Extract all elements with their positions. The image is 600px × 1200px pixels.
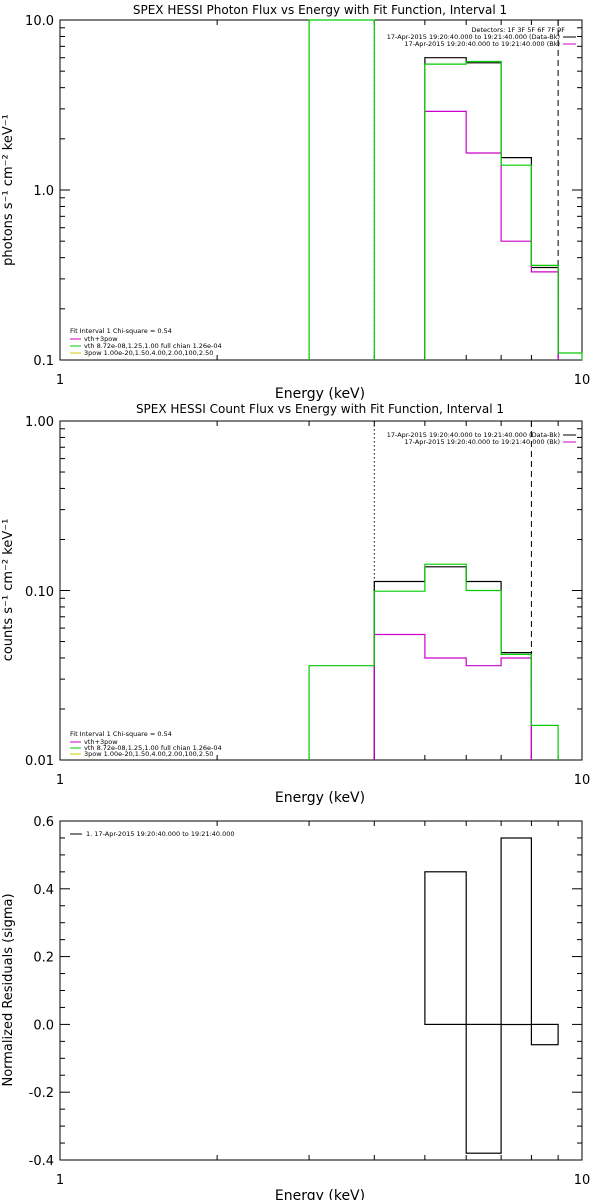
residuals-series: [424, 837, 559, 1154]
residuals-ylabel: Normalized Residuals (sigma): [1, 893, 16, 1086]
residuals-axes: [59, 820, 583, 1161]
residuals-ytick-labels: 0.6 0.4 0.2 0.0 -0.2 -0.4: [29, 815, 54, 1169]
photon-flux-ytick-1: 1.0: [33, 184, 54, 199]
count-flux-series-line: [373, 633, 532, 760]
residuals-xlabel: Energy (keV): [275, 1188, 365, 1200]
count-flux-xlabel: Energy (keV): [275, 790, 365, 806]
residuals-ytick-label: 0.0: [33, 1018, 54, 1033]
photon-flux-panel: SPEX HESSI Photon Flux vs Energy with Fi…: [1, 3, 590, 402]
photon-flux-fit-vth3pow: vth+3pow: [84, 335, 118, 343]
residuals-xtick-10: 10: [574, 1173, 591, 1188]
photon-flux-ytick-10: 10.0: [25, 14, 54, 29]
photon-flux-series-line: [424, 110, 559, 360]
count-flux-fit-3pow: 3pow 1.00e-20,1.50,4.00,2.00,100,2.50: [84, 750, 213, 758]
photon-flux-fit-info: Fit Interval 1 Chi-square = 0.54: [70, 327, 172, 335]
count-flux-ytick-1: 1.00: [25, 415, 54, 430]
residuals-legend-interval: 1. 17-Apr-2015 19:20:40.000 to 19:21:40.…: [86, 830, 235, 838]
count-flux-ytick-0.1: 0.10: [25, 585, 54, 600]
count-flux-axes: [59, 420, 583, 761]
count-flux-xtick-10: 10: [574, 773, 591, 788]
count-flux-ylabel: counts s⁻¹ cm⁻² keV⁻¹: [1, 519, 16, 662]
residuals-ytick-label: 0.4: [33, 883, 54, 898]
count-flux-xtick-1: 1: [56, 773, 64, 788]
residuals-residual-bar: [465, 1023, 502, 1154]
photon-flux-legend-data-bk: 17-Apr-2015 19:20:40.000 to 19:21:40.000…: [387, 33, 560, 41]
residuals-panel: Energy (keV) Normalized Residuals (sigma…: [1, 815, 590, 1200]
photon-flux-series: [308, 19, 583, 360]
photon-flux-fit-3pow: 3pow 1.00e-20,1.50,4.00,2.00,100,2.50: [84, 349, 213, 357]
photon-flux-legend-detectors: Detectors: 1F 3F 5F 6F 7F 9F: [471, 26, 565, 34]
residuals-ytick-label: -0.2: [29, 1086, 54, 1101]
count-flux-panel: SPEX HESSI Count Flux vs Energy with Fit…: [1, 402, 590, 806]
photon-flux-ytick-0.1: 0.1: [33, 354, 54, 369]
photon-flux-series-line: [308, 19, 583, 360]
count-flux-fit-vth3pow: vth+3pow: [84, 738, 118, 746]
count-flux-series-line: [308, 563, 559, 760]
photon-flux-ylabel: photons s⁻¹ cm⁻² keV⁻¹: [1, 114, 16, 266]
photon-flux-xtick-1: 1: [56, 373, 64, 388]
count-flux-title: SPEX HESSI Count Flux vs Energy with Fit…: [136, 402, 504, 416]
residuals-residual-bar: [500, 837, 533, 1026]
residuals-xtick-1: 1: [56, 1173, 64, 1188]
residuals-ytick-label: 0.2: [33, 951, 54, 966]
count-flux-legend-bk: 17-Apr-2015 19:20:40.000 to 19:21:40.000…: [404, 438, 560, 446]
residuals-ytick-label: 0.6: [33, 815, 54, 830]
photon-flux-xlabel: Energy (keV): [275, 386, 365, 402]
residuals-residual-bar: [424, 871, 467, 1025]
count-flux-fit-info: Fit Interval 1 Chi-square = 0.54: [70, 730, 172, 738]
residuals-residual-bar: [530, 1023, 559, 1046]
photon-flux-title: SPEX HESSI Photon Flux vs Energy with Fi…: [133, 3, 507, 17]
residuals-ytick-label: -0.4: [29, 1154, 54, 1169]
count-flux-series: [308, 563, 559, 760]
count-flux-ytick-0.01: 0.01: [25, 754, 54, 769]
count-flux-legend-data-bk: 17-Apr-2015 19:20:40.000 to 19:21:40.000…: [387, 431, 560, 439]
photon-flux-legend-bk: 17-Apr-2015 19:20:40.000 to 19:21:40.000…: [404, 40, 560, 48]
count-flux-fit-vth: vth 8.72e-08,1.25,1.00 full chian 1.26e-…: [84, 744, 222, 752]
photon-flux-fit-vth: vth 8.72e-08,1.25,1.00 full chian 1.26e-…: [84, 342, 222, 350]
photon-flux-xtick-10: 10: [574, 373, 591, 388]
